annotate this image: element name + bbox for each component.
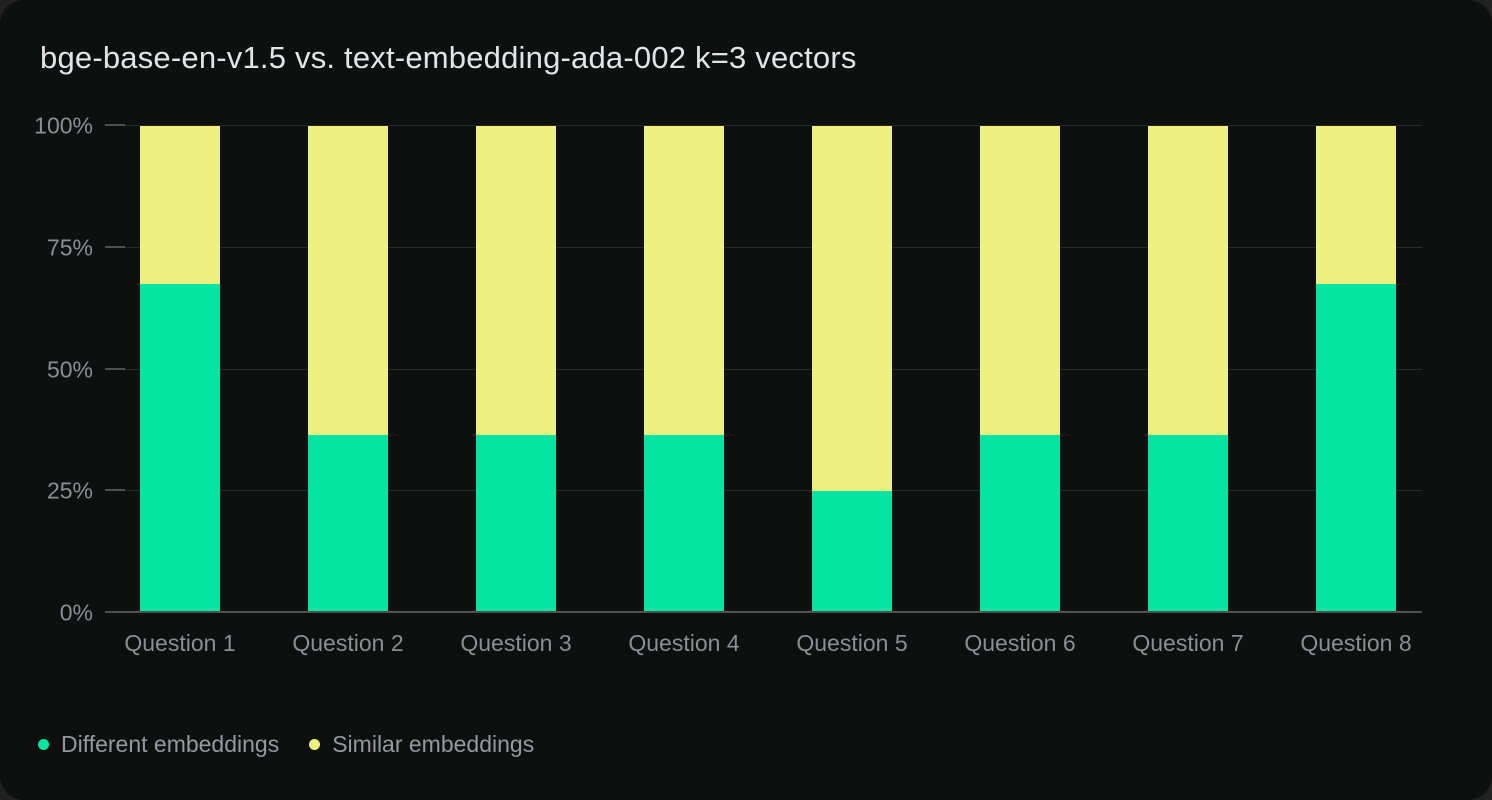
legend-label: Different embeddings [61, 731, 280, 757]
x-tick-label: Question 6 [964, 630, 1076, 656]
bar-segment-similar[interactable] [140, 126, 220, 285]
x-tick-label: Question 7 [1132, 630, 1244, 656]
legend-swatch-icon [38, 739, 49, 750]
bar-segment-different[interactable] [1148, 435, 1228, 613]
y-grid-line [105, 246, 1422, 248]
bar-stack-question-4 [644, 126, 724, 613]
legend-label: Similar embeddings [332, 731, 535, 757]
legend-item[interactable]: Different embeddings [38, 731, 279, 758]
x-tick-label: Question 3 [460, 630, 572, 656]
legend: Different embeddings Similar embeddings [38, 731, 534, 758]
y-grid-line [105, 368, 1422, 370]
bar-segment-similar[interactable] [1148, 126, 1228, 436]
x-axis: Question 1 Question 2 Question 3 Question 4… [105, 630, 1422, 660]
bar-stack-question-6 [980, 126, 1060, 613]
y-tick-label: 100% [34, 112, 93, 139]
x-tick-label: Question 5 [796, 630, 908, 656]
bar-segment-different[interactable] [1316, 284, 1396, 613]
bar-segment-similar[interactable] [1316, 126, 1396, 285]
y-axis-tick [105, 124, 125, 126]
bar-stack-question-1 [140, 126, 220, 613]
bar-segment-different[interactable] [476, 435, 556, 613]
bar-segment-similar[interactable] [812, 126, 892, 492]
bar-stack-question-3 [476, 126, 556, 613]
legend-item[interactable]: Similar embeddings [309, 731, 534, 758]
y-axis-tick [105, 489, 125, 492]
bar-stack-question-2 [308, 126, 388, 613]
bar-segment-similar[interactable] [476, 126, 556, 436]
x-axis-line [105, 611, 1422, 613]
plot-area [105, 124, 1422, 613]
bar-segment-different[interactable] [140, 284, 220, 613]
x-tick-label: Question 8 [1300, 630, 1412, 656]
bar-segment-different[interactable] [980, 435, 1060, 613]
y-axis-tick [105, 367, 125, 370]
y-axis-tick [105, 245, 125, 248]
y-tick-label: 25% [46, 477, 93, 504]
y-tick-label: 75% [46, 234, 93, 261]
bar-stack-question-5 [812, 126, 892, 613]
y-tick-label: 0% [59, 599, 93, 626]
y-tick-label: 50% [46, 356, 93, 382]
bar-segment-different[interactable] [812, 491, 892, 613]
bar-segment-similar[interactable] [980, 126, 1060, 436]
x-tick-label: Question 1 [124, 630, 236, 656]
x-tick-label: Question 4 [628, 630, 740, 656]
y-axis: 0% 25% 50% 75% 100% [0, 113, 93, 626]
bar-segment-different[interactable] [308, 435, 388, 613]
y-grid-line [105, 490, 1422, 492]
bar-stack-question-7 [1148, 126, 1228, 613]
bar-segment-different[interactable] [644, 435, 724, 613]
legend-swatch-icon [309, 739, 321, 750]
y-grid-line [105, 125, 1422, 126]
bar-stack-question-8 [1316, 126, 1396, 613]
x-tick-label: Question 2 [292, 630, 404, 656]
chart-title: bge-base-en-v1.5 vs. text-embedding-ada-… [40, 40, 857, 75]
bar-segment-similar[interactable] [308, 126, 388, 436]
bar-segment-similar[interactable] [644, 126, 724, 436]
